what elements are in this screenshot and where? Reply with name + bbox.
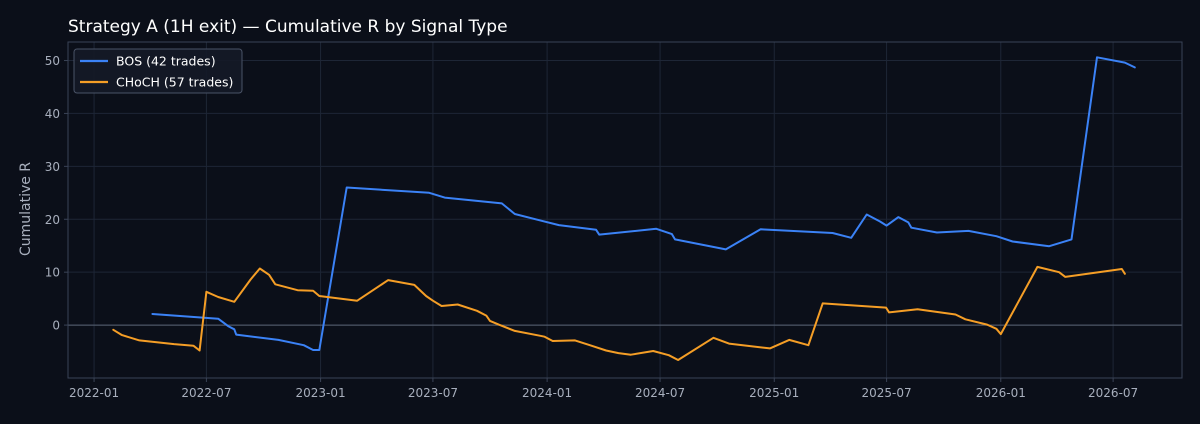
y-tick-label: 20 (45, 213, 60, 227)
legend-label-bos: BOS (42 trades) (116, 54, 216, 69)
y-axis-label: Cumulative R (18, 162, 34, 256)
x-tick-label: 2024-01 (522, 386, 572, 400)
x-tick-label: 2026-07 (1088, 386, 1138, 400)
x-axis-ticks: 2022-01 2022-07 2023-01 2023-07 2024-01 2024-… (69, 378, 1138, 400)
y-tick-label: 0 (52, 319, 60, 333)
legend-box (73, 48, 243, 94)
x-tick-label: 2022-01 (69, 386, 119, 400)
x-tick-label: 2025-07 (862, 386, 912, 400)
series-line-choch (112, 265, 1126, 361)
chart-title: Strategy A (1H exit) — Cumulative R by S… (68, 17, 508, 37)
y-tick-label: 50 (45, 54, 60, 68)
x-tick-label: 2023-07 (408, 386, 458, 400)
series-line-bos (151, 56, 1136, 351)
x-tick-label: 2026-01 (976, 386, 1026, 400)
x-tick-label: 2022-07 (181, 386, 231, 400)
plot-frame (67, 41, 1183, 379)
legend: BOS (42 trades) CHoCH (57 trades) (73, 48, 243, 94)
y-tick-label: 40 (45, 107, 60, 121)
series-lines (112, 56, 1136, 361)
legend-label-choch: CHoCH (57 trades) (116, 75, 233, 90)
x-tick-label: 2024-07 (635, 386, 685, 400)
x-tick-label: 2025-01 (749, 386, 799, 400)
y-axis-ticks: 0 10 20 30 40 50 (45, 54, 68, 333)
x-tick-label: 2023-01 (296, 386, 346, 400)
y-tick-label: 30 (45, 160, 60, 174)
y-tick-label: 10 (45, 266, 60, 280)
